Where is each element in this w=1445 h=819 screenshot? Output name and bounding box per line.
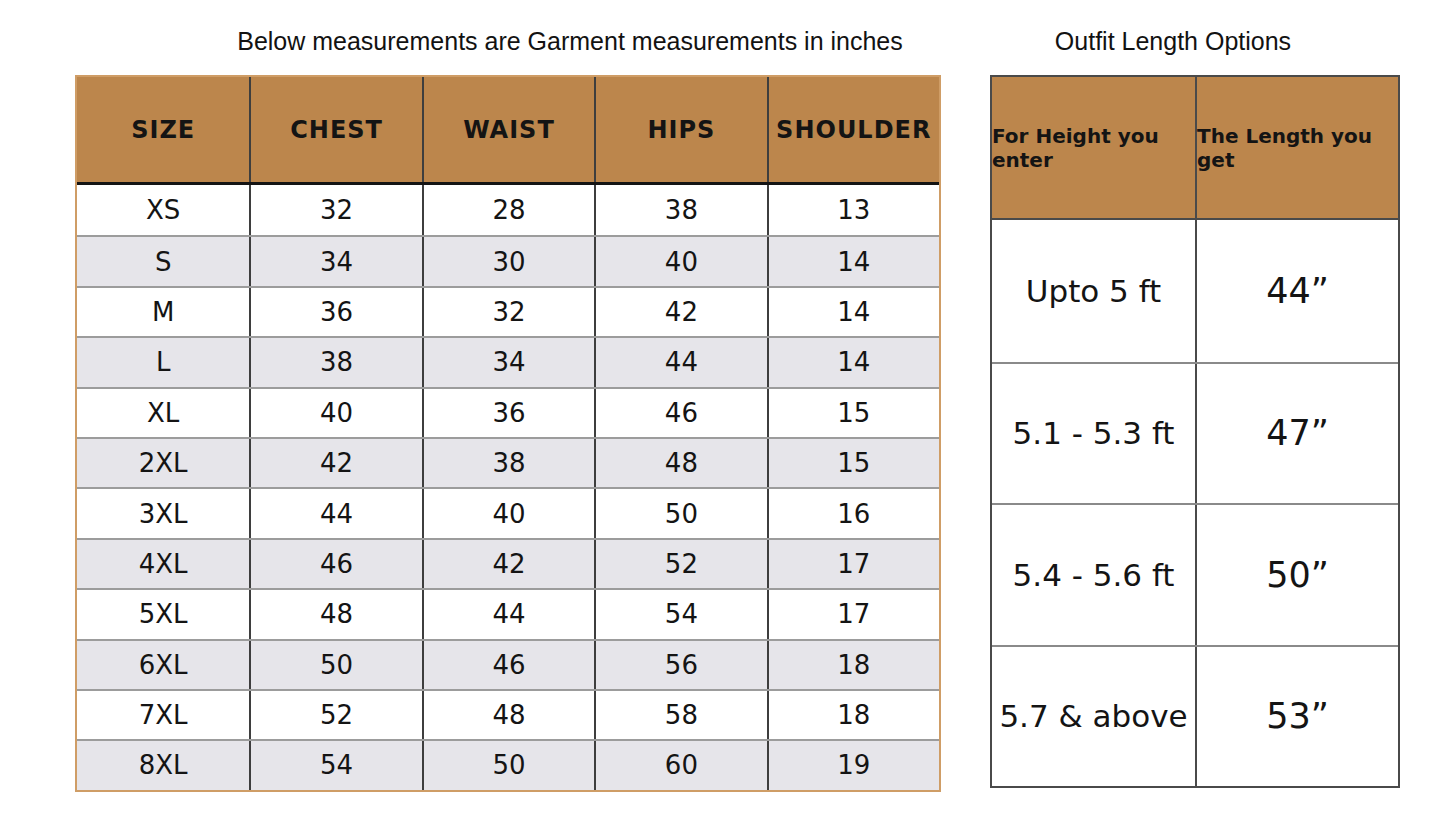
column-header-height-entered: For Height you enter [992,77,1195,218]
cell-waist: 34 [422,338,594,386]
cell-hips: 48 [594,439,766,487]
cell-length-value: 53” [1195,647,1398,787]
cell-size: 5XL [77,590,249,638]
cell-shoulder: 14 [767,338,939,386]
cell-shoulder: 18 [767,691,939,739]
column-header-chest: CHEST [249,77,421,182]
cell-hips: 58 [594,691,766,739]
cell-size: 8XL [77,741,249,789]
cell-chest: 36 [249,288,421,336]
cell-shoulder: 14 [767,237,939,285]
cell-length-value: 50” [1195,505,1398,645]
cell-chest: 52 [249,691,421,739]
cell-length-value: 44” [1195,220,1398,362]
cell-waist: 50 [422,741,594,789]
cell-hips: 42 [594,288,766,336]
cell-chest: 42 [249,439,421,487]
cell-waist: 48 [422,691,594,739]
cell-shoulder: 17 [767,540,939,588]
cell-height-range: Upto 5 ft [992,220,1195,362]
cell-hips: 38 [594,185,766,235]
cell-size: 6XL [77,641,249,689]
cell-chest: 48 [249,590,421,638]
cell-hips: 52 [594,540,766,588]
cell-size: 3XL [77,489,249,537]
cell-shoulder: 19 [767,741,939,789]
cell-hips: 40 [594,237,766,285]
cell-shoulder: 17 [767,590,939,638]
cell-waist: 36 [422,389,594,437]
cell-size: 4XL [77,540,249,588]
cell-chest: 40 [249,389,421,437]
size-table-body: XS32283813 S34304014 M36324214 L38344414… [77,185,939,790]
cell-hips: 50 [594,489,766,537]
column-header-shoulder: SHOULDER [767,77,939,182]
table-row: Upto 5 ft44” [992,220,1398,362]
column-header-waist: WAIST [422,77,594,182]
cell-chest: 44 [249,489,421,537]
cell-waist: 46 [422,641,594,689]
column-header-size: SIZE [77,77,249,182]
cell-size: 7XL [77,691,249,739]
table-row: 4XL46425217 [77,538,939,588]
cell-chest: 46 [249,540,421,588]
cell-shoulder: 16 [767,489,939,537]
outfit-length-table: For Height you enter The Length you get … [990,75,1400,788]
cell-height-range: 5.7 & above [992,647,1195,787]
table-row: 5.1 - 5.3 ft47” [992,362,1398,504]
cell-size: XS [77,185,249,235]
cell-hips: 56 [594,641,766,689]
cell-shoulder: 13 [767,185,939,235]
table-row: 8XL54506019 [77,739,939,789]
cell-waist: 32 [422,288,594,336]
cell-length-value: 47” [1195,364,1398,504]
table-row: M36324214 [77,286,939,336]
cell-hips: 60 [594,741,766,789]
column-header-hips: HIPS [594,77,766,182]
garment-size-table: SIZE CHEST WAIST HIPS SHOULDER XS3228381… [75,75,941,792]
cell-shoulder: 15 [767,439,939,487]
cell-size: L [77,338,249,386]
cell-chest: 34 [249,237,421,285]
cell-waist: 44 [422,590,594,638]
table-row: 5.7 & above53” [992,645,1398,787]
cell-size: M [77,288,249,336]
table-row: 5XL48445417 [77,588,939,638]
length-table-body: Upto 5 ft44” 5.1 - 5.3 ft47” 5.4 - 5.6 f… [992,220,1398,786]
cell-size: S [77,237,249,285]
table-row: S34304014 [77,235,939,285]
table-row: 3XL44405016 [77,487,939,537]
cell-hips: 54 [594,590,766,638]
cell-hips: 44 [594,338,766,386]
cell-chest: 54 [249,741,421,789]
cell-waist: 28 [422,185,594,235]
cell-waist: 30 [422,237,594,285]
cell-shoulder: 14 [767,288,939,336]
length-table-header-row: For Height you enter The Length you get [992,77,1398,220]
cell-height-range: 5.4 - 5.6 ft [992,505,1195,645]
table-row: 2XL42384815 [77,437,939,487]
cell-shoulder: 15 [767,389,939,437]
column-header-length-you-get: The Length you get [1195,77,1398,218]
cell-chest: 32 [249,185,421,235]
right-table-title: Outfit Length Options [1023,27,1323,56]
cell-chest: 50 [249,641,421,689]
cell-shoulder: 18 [767,641,939,689]
left-table-title: Below measurements are Garment measureme… [170,27,970,56]
table-row: XL40364615 [77,387,939,437]
table-row: L38344414 [77,336,939,386]
table-row: 6XL50465618 [77,639,939,689]
cell-hips: 46 [594,389,766,437]
cell-waist: 42 [422,540,594,588]
cell-waist: 38 [422,439,594,487]
cell-height-range: 5.1 - 5.3 ft [992,364,1195,504]
size-table-header-row: SIZE CHEST WAIST HIPS SHOULDER [77,77,939,185]
table-row: XS32283813 [77,185,939,235]
table-row: 5.4 - 5.6 ft50” [992,503,1398,645]
cell-size: 2XL [77,439,249,487]
cell-size: XL [77,389,249,437]
cell-chest: 38 [249,338,421,386]
table-row: 7XL52485818 [77,689,939,739]
cell-waist: 40 [422,489,594,537]
